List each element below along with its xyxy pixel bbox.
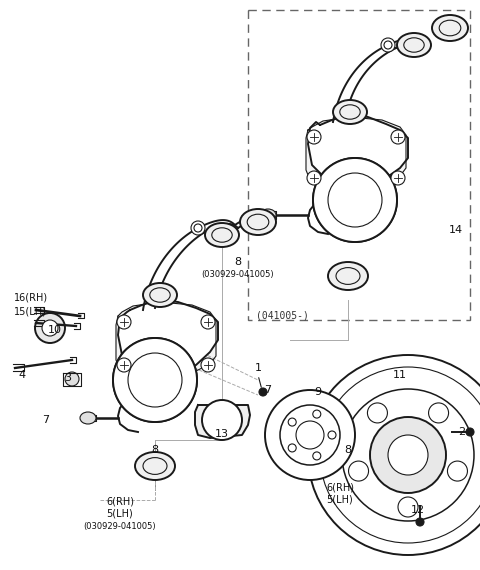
Circle shape bbox=[381, 38, 395, 52]
Text: 1: 1 bbox=[254, 363, 262, 373]
Text: 9: 9 bbox=[314, 387, 322, 397]
Circle shape bbox=[313, 410, 321, 418]
Text: 6(RH): 6(RH) bbox=[326, 483, 354, 493]
Text: 8: 8 bbox=[345, 445, 351, 455]
Text: 10: 10 bbox=[48, 325, 62, 335]
Ellipse shape bbox=[135, 452, 175, 480]
Circle shape bbox=[128, 353, 182, 407]
Circle shape bbox=[308, 355, 480, 555]
Text: (030929-041005): (030929-041005) bbox=[202, 270, 274, 279]
Circle shape bbox=[113, 338, 197, 422]
Ellipse shape bbox=[150, 288, 170, 302]
Circle shape bbox=[398, 497, 418, 517]
Text: 6(RH): 6(RH) bbox=[106, 497, 134, 507]
Text: 7: 7 bbox=[264, 385, 272, 395]
Text: 2: 2 bbox=[458, 427, 466, 437]
Circle shape bbox=[201, 315, 215, 329]
Circle shape bbox=[191, 221, 205, 235]
Ellipse shape bbox=[432, 15, 468, 41]
Circle shape bbox=[328, 173, 382, 227]
Circle shape bbox=[370, 417, 446, 493]
Polygon shape bbox=[333, 45, 396, 122]
Ellipse shape bbox=[143, 458, 167, 474]
Text: 16(RH): 16(RH) bbox=[14, 293, 48, 303]
Circle shape bbox=[113, 338, 197, 422]
Circle shape bbox=[307, 130, 321, 144]
Circle shape bbox=[296, 421, 324, 449]
Text: 8: 8 bbox=[151, 445, 158, 455]
Ellipse shape bbox=[65, 372, 79, 386]
Ellipse shape bbox=[439, 20, 461, 36]
Circle shape bbox=[384, 41, 392, 49]
Circle shape bbox=[416, 518, 424, 526]
Circle shape bbox=[429, 403, 449, 423]
Polygon shape bbox=[143, 228, 205, 310]
Polygon shape bbox=[198, 220, 238, 232]
Text: 7: 7 bbox=[42, 415, 49, 425]
Polygon shape bbox=[306, 117, 406, 188]
Circle shape bbox=[342, 389, 474, 521]
Circle shape bbox=[307, 171, 321, 185]
Circle shape bbox=[202, 400, 242, 440]
Ellipse shape bbox=[247, 214, 269, 230]
Polygon shape bbox=[118, 300, 218, 374]
Ellipse shape bbox=[404, 38, 424, 52]
Ellipse shape bbox=[143, 283, 177, 307]
Circle shape bbox=[348, 461, 369, 481]
Circle shape bbox=[128, 353, 182, 407]
Ellipse shape bbox=[336, 267, 360, 284]
Text: 13: 13 bbox=[215, 429, 229, 439]
Polygon shape bbox=[235, 218, 254, 228]
Text: 5(LH): 5(LH) bbox=[326, 495, 353, 505]
Circle shape bbox=[201, 358, 215, 372]
Circle shape bbox=[194, 224, 202, 232]
Polygon shape bbox=[388, 38, 416, 48]
Ellipse shape bbox=[333, 100, 367, 124]
Ellipse shape bbox=[35, 313, 65, 343]
Ellipse shape bbox=[205, 223, 239, 247]
Ellipse shape bbox=[212, 228, 232, 242]
Circle shape bbox=[117, 358, 131, 372]
Circle shape bbox=[313, 158, 397, 242]
Ellipse shape bbox=[260, 209, 276, 221]
Circle shape bbox=[328, 431, 336, 439]
Circle shape bbox=[466, 428, 474, 436]
Circle shape bbox=[391, 171, 405, 185]
Text: 14: 14 bbox=[449, 225, 463, 235]
Text: 3: 3 bbox=[64, 373, 72, 383]
Circle shape bbox=[280, 405, 340, 465]
Circle shape bbox=[313, 452, 321, 460]
Text: 12: 12 bbox=[411, 505, 425, 515]
Circle shape bbox=[388, 435, 428, 475]
Circle shape bbox=[447, 461, 468, 481]
Text: 4: 4 bbox=[18, 370, 25, 380]
Polygon shape bbox=[195, 405, 250, 438]
Text: 8: 8 bbox=[234, 257, 241, 267]
Ellipse shape bbox=[42, 320, 58, 336]
Ellipse shape bbox=[397, 33, 431, 57]
Circle shape bbox=[367, 403, 387, 423]
Circle shape bbox=[117, 315, 131, 329]
Circle shape bbox=[320, 367, 480, 543]
Ellipse shape bbox=[340, 105, 360, 119]
Circle shape bbox=[288, 418, 296, 426]
Text: 5(LH): 5(LH) bbox=[107, 509, 133, 519]
Circle shape bbox=[328, 173, 382, 227]
Circle shape bbox=[288, 444, 296, 452]
Polygon shape bbox=[116, 302, 216, 377]
Circle shape bbox=[391, 130, 405, 144]
Text: (030929-041005): (030929-041005) bbox=[84, 522, 156, 531]
Circle shape bbox=[313, 158, 397, 242]
Circle shape bbox=[265, 390, 355, 480]
Circle shape bbox=[259, 388, 267, 396]
Ellipse shape bbox=[240, 209, 276, 235]
Text: 15(LH): 15(LH) bbox=[14, 306, 47, 316]
Text: (041005-): (041005-) bbox=[256, 311, 309, 321]
Ellipse shape bbox=[328, 262, 368, 290]
Polygon shape bbox=[308, 115, 408, 186]
Text: 11: 11 bbox=[393, 370, 407, 380]
Ellipse shape bbox=[80, 412, 96, 424]
